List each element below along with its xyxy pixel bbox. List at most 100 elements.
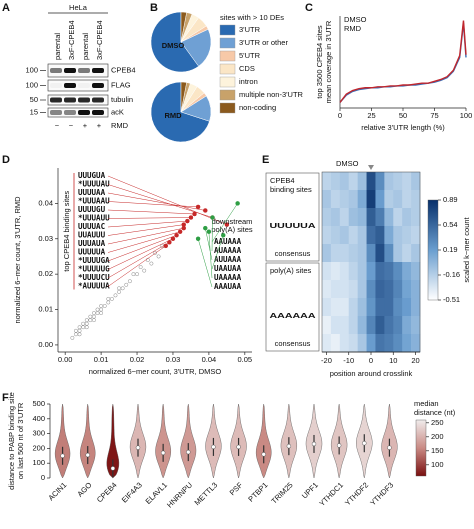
y-tick-label: 500 xyxy=(32,399,45,408)
heatmap-cell xyxy=(375,298,385,317)
heatmap-cell xyxy=(357,244,367,263)
kmer-label: UUUUUA xyxy=(78,248,106,257)
heatmap-cell xyxy=(375,208,385,227)
median-point xyxy=(110,466,116,471)
legend-label: 3'UTR xyxy=(239,25,261,34)
treatment-sign: − xyxy=(69,121,74,130)
colorbar-tick-label: -0.51 xyxy=(443,295,460,304)
heatmap-cell xyxy=(393,226,403,245)
median-point xyxy=(261,452,266,457)
legend-label: CDS xyxy=(239,64,255,73)
heatmap-cell xyxy=(330,334,341,353)
heatmap-cell xyxy=(411,280,421,299)
heatmap-cell xyxy=(411,172,421,191)
heatmap-cell xyxy=(357,208,367,227)
heatmap-cell xyxy=(322,280,332,299)
heatmap-cell xyxy=(411,190,421,209)
heatmap-cell xyxy=(330,316,341,335)
heatmap-cell xyxy=(375,262,385,281)
y-tick-label: 0 xyxy=(41,473,45,482)
heatmap-cell xyxy=(357,226,367,245)
logo-caption: consensus xyxy=(275,249,311,258)
leader-line xyxy=(107,192,206,211)
colorbar-tick-label: 0.54 xyxy=(443,220,458,229)
heatmap-cell xyxy=(339,190,350,209)
group-label: CPEB4 xyxy=(270,176,295,185)
y-axis-label: top 3500 CPEB4 sites xyxy=(315,25,324,99)
legend-swatch xyxy=(219,37,236,49)
protein-label: tubulin xyxy=(111,95,133,104)
x-tick-label: AGO xyxy=(75,480,93,498)
leader-line xyxy=(208,231,213,279)
scatter-point xyxy=(106,296,111,301)
heatmap-cell xyxy=(393,172,403,191)
y-tick-label: 0.01 xyxy=(38,305,53,314)
legend-swatch xyxy=(219,102,236,114)
heatmap-cell xyxy=(366,280,376,299)
lane-label: 3xF-CPEB4 xyxy=(95,20,104,60)
lane-label: 3xF-CPEB4 xyxy=(67,20,76,60)
group-label: poly(A) sites xyxy=(270,266,312,275)
y-axis-label: distance to PABP binding site xyxy=(7,392,16,490)
heatmap-cell xyxy=(393,334,403,353)
kmer-label: *UUUUAU xyxy=(78,180,110,189)
legend-label: multiple non-3'UTR xyxy=(239,90,304,99)
scatter-point xyxy=(84,325,89,330)
y-axis-label: normalized 6−mer count, 3'UTR, RMD xyxy=(13,196,22,324)
colorbar-tick-label: 250 xyxy=(431,418,444,427)
heatmap-cell xyxy=(322,208,332,227)
heatmap-cell xyxy=(375,280,385,299)
colorbar xyxy=(415,419,427,477)
blot-band xyxy=(78,97,90,103)
violin xyxy=(255,403,272,479)
x-tick-label: YTHDF2 xyxy=(343,480,370,507)
scatter-point xyxy=(95,307,100,312)
heatmap-cell xyxy=(339,262,350,281)
heatmap-cell xyxy=(384,298,394,317)
scatter-point xyxy=(99,304,104,308)
x-axis-label: normalized 6−mer count, 3'UTR, DMSO xyxy=(89,367,222,376)
heatmap-cell xyxy=(322,298,332,317)
blot-band xyxy=(64,83,76,88)
blot-band xyxy=(50,97,62,103)
heatmap-cell xyxy=(411,298,421,317)
x-tick-label: 0.05 xyxy=(238,355,253,364)
heatmap-cell xyxy=(322,172,332,191)
y-tick-label: 100 xyxy=(32,458,45,467)
pie-slice xyxy=(150,11,199,73)
group-label: binding sites xyxy=(270,185,312,194)
sequence-logo: UUUUUA xyxy=(270,221,317,230)
heatmap-cell xyxy=(393,208,403,227)
x-tick-label: HNRNPU xyxy=(165,480,194,509)
legend-label: non-coding xyxy=(239,103,276,112)
leader-line xyxy=(107,209,195,215)
heatmap-cell xyxy=(402,226,412,245)
heatmap-cell xyxy=(375,226,385,245)
x-tick-label: -10 xyxy=(343,356,354,365)
scatter-point xyxy=(91,311,96,316)
median-point xyxy=(286,443,292,449)
scatter-point xyxy=(113,293,118,298)
marker-label: 15 xyxy=(30,107,38,116)
x-tick-label: 0.00 xyxy=(58,355,73,364)
heatmap-cell xyxy=(375,244,385,263)
leader-line xyxy=(107,220,188,228)
y-tick-label: 300 xyxy=(32,429,45,438)
scatter-point xyxy=(70,335,75,340)
heatmap-cell xyxy=(393,280,403,299)
heatmap-cell xyxy=(322,226,332,245)
x-tick-label: 25 xyxy=(367,111,375,120)
scatter-point xyxy=(77,325,82,330)
scatter-point xyxy=(74,332,78,337)
scatter-point xyxy=(99,311,104,316)
legend-swatch xyxy=(219,50,236,62)
kmer-label: UUUUAA xyxy=(78,188,106,197)
scatter-point xyxy=(95,311,100,316)
x-tick-label: METTL3 xyxy=(193,480,220,507)
x-tick-label: -20 xyxy=(321,356,332,365)
x-tick-label: 75 xyxy=(430,111,438,120)
median-point xyxy=(160,450,166,456)
heatmap-cell xyxy=(330,208,341,227)
blot-band xyxy=(78,83,90,88)
